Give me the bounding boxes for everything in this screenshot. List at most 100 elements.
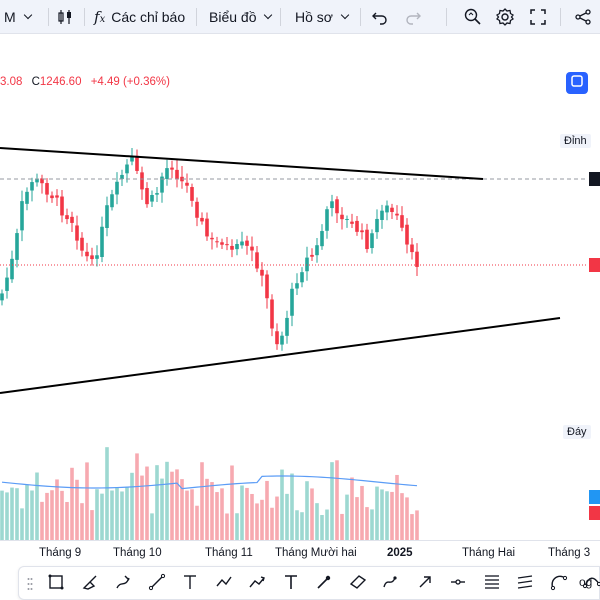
candle-body bbox=[75, 225, 79, 241]
candle-body bbox=[375, 218, 379, 233]
volume-bar bbox=[280, 469, 284, 540]
candle-body bbox=[240, 241, 244, 246]
brush-tool-button[interactable] bbox=[78, 572, 102, 596]
candle-body bbox=[230, 245, 234, 250]
volume-bar bbox=[250, 493, 254, 540]
parallel-channel-icon bbox=[348, 572, 368, 597]
volume-bar bbox=[140, 475, 144, 540]
text-tool-button[interactable] bbox=[279, 572, 303, 596]
candle-body bbox=[390, 207, 394, 213]
redo-button[interactable] bbox=[404, 0, 422, 34]
highlighter-tool-button[interactable] bbox=[111, 572, 135, 596]
volume-bar bbox=[125, 487, 129, 540]
interval-selector[interactable]: M bbox=[4, 0, 32, 34]
top-tag: Đỉnh bbox=[560, 134, 591, 148]
volume-bar bbox=[100, 493, 104, 540]
arc-tool-button[interactable] bbox=[547, 572, 571, 596]
candle-body bbox=[90, 255, 94, 260]
fib-levels-tool-button[interactable] bbox=[480, 572, 504, 596]
candle-body bbox=[105, 205, 109, 228]
candle-body bbox=[235, 244, 239, 250]
candle-body bbox=[25, 191, 29, 204]
parallel-channel-tool-button[interactable] bbox=[346, 572, 370, 596]
candle-body bbox=[325, 209, 329, 231]
volume-bar bbox=[380, 489, 384, 540]
drawing-toolbar: og bbox=[18, 566, 600, 600]
arrow-tool-button[interactable] bbox=[413, 572, 437, 596]
volume-bar bbox=[205, 478, 209, 540]
volume-bar bbox=[35, 472, 39, 540]
rectangle-tool-button[interactable] bbox=[44, 572, 68, 596]
lower-trendline[interactable] bbox=[0, 317, 561, 394]
profile-menu-button[interactable]: Hồ sơ bbox=[295, 0, 350, 34]
horizontal-ray-tool-button[interactable] bbox=[446, 572, 470, 596]
volume-bar bbox=[230, 465, 234, 540]
arrow-path-tool-button[interactable] bbox=[245, 572, 269, 596]
indicators-button[interactable]: fx Các chỉ báo bbox=[94, 0, 185, 34]
horizontal-ray-icon bbox=[448, 572, 468, 597]
volume-bar bbox=[0, 490, 4, 540]
toolbar-divider bbox=[446, 8, 447, 26]
candle-body bbox=[165, 168, 169, 180]
arrow-marker-icon bbox=[314, 572, 334, 597]
candle-body bbox=[0, 293, 4, 301]
candle-body bbox=[15, 233, 19, 260]
volume-bar bbox=[305, 481, 309, 540]
curve-tool-button[interactable] bbox=[580, 572, 600, 596]
search-icon bbox=[463, 7, 483, 27]
text-icon bbox=[281, 572, 301, 597]
brush-curve-icon bbox=[381, 572, 401, 597]
volume-bar bbox=[290, 473, 294, 540]
candle-body bbox=[315, 245, 319, 256]
volume-bar bbox=[335, 460, 339, 540]
price-chart[interactable] bbox=[0, 34, 600, 540]
brush-curve-tool-button[interactable] bbox=[379, 572, 403, 596]
time-label: Tháng Hai bbox=[462, 547, 516, 559]
volume-bar bbox=[215, 492, 219, 540]
candles-type-button[interactable] bbox=[56, 0, 74, 34]
arrow-path-icon bbox=[247, 572, 267, 597]
candle-body bbox=[270, 299, 274, 329]
volume-bar bbox=[180, 479, 184, 540]
top-toolbar: M fx Các chỉ báo Biểu đồ Hồ sơ bbox=[0, 0, 600, 34]
volume-bar bbox=[225, 513, 229, 540]
regression-tool-button[interactable] bbox=[513, 572, 537, 596]
undo-button[interactable] bbox=[371, 0, 389, 34]
candle-body bbox=[265, 274, 269, 299]
volume-bar bbox=[365, 507, 369, 540]
bottom-tag: Đáy bbox=[563, 425, 591, 439]
tools-overflow-label: og bbox=[579, 575, 593, 589]
candle-body bbox=[35, 179, 39, 183]
vertical-line-tool-button[interactable] bbox=[178, 572, 202, 596]
candle-body bbox=[365, 229, 369, 250]
candle-body bbox=[345, 218, 349, 220]
volume-bar bbox=[105, 447, 109, 540]
fullscreen-button[interactable] bbox=[529, 0, 547, 34]
volume-bar bbox=[15, 488, 19, 540]
volume-bar bbox=[200, 462, 204, 540]
settings-button[interactable] bbox=[495, 0, 515, 34]
volume-bar bbox=[390, 491, 394, 540]
candle-body bbox=[65, 215, 69, 220]
drag-handle-icon[interactable] bbox=[27, 577, 33, 591]
path-tool-button[interactable] bbox=[212, 572, 236, 596]
arc-icon bbox=[549, 572, 569, 597]
maximize-pane-button[interactable] bbox=[566, 72, 588, 94]
volume-bar bbox=[155, 465, 159, 540]
trend-line-tool-button[interactable] bbox=[145, 572, 169, 596]
time-axis[interactable]: Tháng 9 Tháng 10 Tháng 11 Tháng Mười hai… bbox=[0, 540, 600, 564]
share-button[interactable] bbox=[574, 0, 592, 34]
chart-menu-button[interactable]: Biểu đồ bbox=[209, 0, 273, 34]
arrow-icon bbox=[415, 572, 435, 597]
volume-bar bbox=[195, 505, 199, 540]
quick-search-button[interactable] bbox=[463, 0, 483, 34]
volume-bar bbox=[415, 510, 419, 540]
arrow-marker-tool-button[interactable] bbox=[312, 572, 336, 596]
indicators-label: Các chỉ báo bbox=[111, 9, 186, 25]
upper-trendline[interactable] bbox=[0, 147, 484, 180]
candle-body bbox=[5, 277, 9, 291]
toolbar-divider bbox=[280, 8, 281, 26]
volume-bar bbox=[95, 489, 99, 540]
volume-bar bbox=[210, 482, 214, 540]
volume-bar bbox=[75, 479, 79, 540]
